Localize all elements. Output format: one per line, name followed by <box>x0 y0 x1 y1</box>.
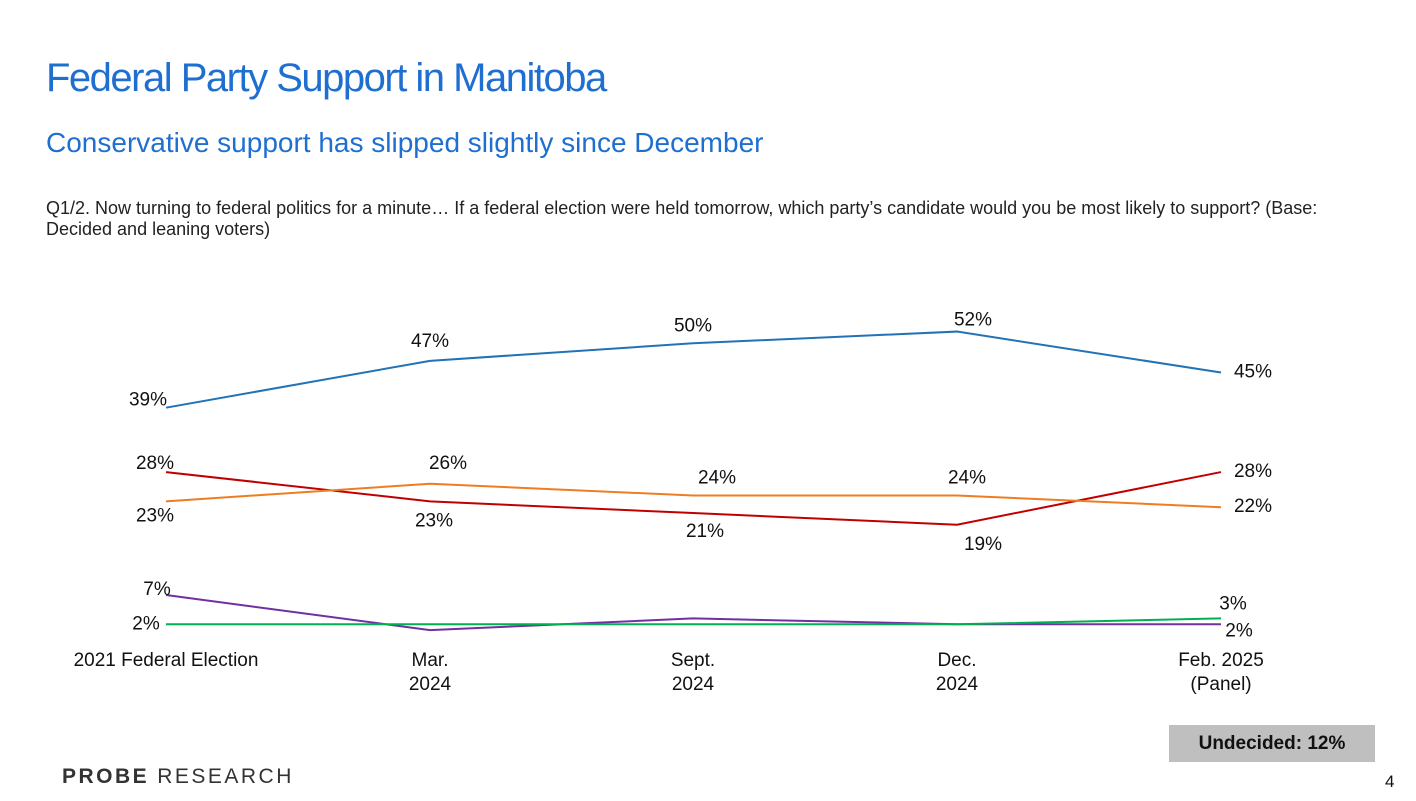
data-label: 39% <box>129 390 167 411</box>
undecided-box: Undecided: 12% <box>1169 725 1375 762</box>
chart: 2021 Federal Election Mar. 2024 Sept. 2024 De… <box>74 310 1273 695</box>
data-label: 21% <box>686 521 724 542</box>
page-number: 4 <box>1385 772 1395 791</box>
subtitle: Conservative support has slipped slightl… <box>46 127 764 158</box>
x-tick-label: (Panel) <box>1190 674 1251 695</box>
data-label: 26% <box>429 453 467 474</box>
x-tick-label: Sept. <box>671 650 715 671</box>
x-tick-label: 2024 <box>672 674 715 695</box>
x-tick-label: Feb. 2025 <box>1178 650 1264 671</box>
series-line <box>165 330 1222 409</box>
data-label: 52% <box>954 310 992 331</box>
data-label: 22% <box>1234 496 1272 517</box>
data-label: 7% <box>143 579 171 600</box>
logo-light: RESEARCH <box>157 765 294 788</box>
data-label: 2% <box>1225 620 1253 641</box>
data-label: 23% <box>415 510 453 531</box>
x-tick-label: 2021 Federal Election <box>74 650 259 671</box>
question: Q1/2. Now turning to federal politics fo… <box>46 198 1318 239</box>
data-label: 45% <box>1234 362 1272 383</box>
x-tick-label: Mar. <box>412 650 449 671</box>
series-line <box>165 482 1222 509</box>
data-label: 24% <box>948 468 986 489</box>
data-label: 23% <box>136 505 174 526</box>
data-label: 3% <box>1219 593 1247 614</box>
series-line <box>165 594 1221 632</box>
data-label: 47% <box>411 331 449 352</box>
x-tick-label: 2024 <box>409 674 452 695</box>
series-line <box>166 617 1222 626</box>
data-label: 28% <box>1234 461 1272 482</box>
series-line <box>165 471 1222 526</box>
data-label: 50% <box>674 315 712 336</box>
data-label: 28% <box>136 453 174 474</box>
x-tick-label: 2024 <box>936 674 979 695</box>
title: Federal Party Support in Manitoba <box>46 56 607 100</box>
data-label: 2% <box>132 613 160 634</box>
logo: PROBE RESEARCH <box>62 765 294 789</box>
x-tick-label: Dec. <box>937 650 976 671</box>
data-label: 19% <box>964 534 1002 555</box>
data-label: 24% <box>698 468 736 489</box>
logo-bold: PROBE <box>62 765 150 788</box>
